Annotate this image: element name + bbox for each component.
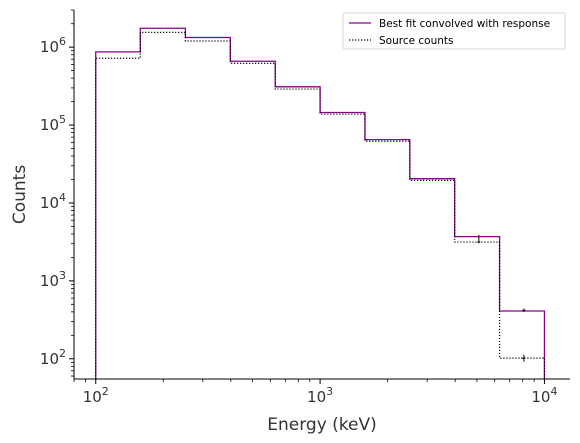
chart-legend: Best fit convolved with response Source … [342,12,566,50]
y-tick-label-3: 105 [40,113,66,134]
series-layer [95,27,546,379]
y-tick-label-4: 106 [40,35,66,56]
legend-label-best-fit: Best fit convolved with response [379,18,550,30]
series-source-counts-line [95,31,546,379]
y-tick-label-0: 102 [40,347,66,368]
ticks-layer: 102 103 104 102 103 104 105 106 [40,9,557,406]
legend-box [342,12,566,50]
y-tick-label-1: 103 [40,269,66,290]
legend-label-source-counts: Source counts [379,35,454,47]
x-tick-label-2: 104 [531,385,557,406]
y-tick-label-2: 104 [40,191,66,212]
x-tick-label-1: 103 [307,385,333,406]
x-tick-label-0: 102 [83,385,109,406]
x-axis-label: Energy (keV) [267,415,377,435]
y-axis-label: Counts [10,165,30,224]
series-best-fit-line [95,27,546,379]
axes-layer [73,10,570,380]
